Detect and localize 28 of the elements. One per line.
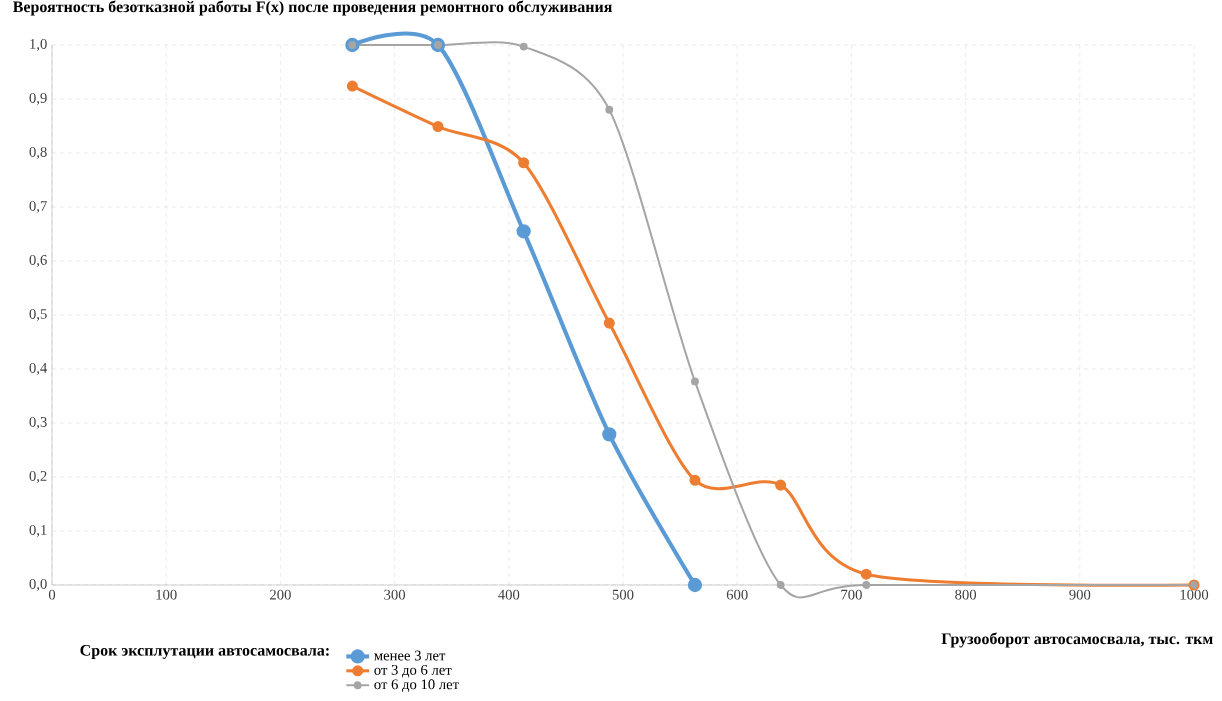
y-tick-label: 1,0	[30, 39, 47, 52]
x-tick-label: 500	[612, 589, 634, 600]
y-tick-label: 0,4	[29, 363, 48, 376]
legend-label: от 3 до 6 лет	[374, 664, 452, 678]
y-tick-label: 0,9	[29, 93, 47, 106]
x-tick-label: 600	[726, 589, 748, 600]
legend-label: от 6 до 10 лет	[374, 679, 459, 692]
x-tick-label: 300	[384, 589, 406, 600]
x-tick-label: 400	[498, 589, 520, 600]
x-tick-label: 900	[1069, 589, 1091, 600]
x-tick-label: 200	[270, 589, 291, 600]
x-tick-label: 100	[156, 589, 177, 600]
y-tick-label: 0,1	[29, 525, 47, 538]
y-tick-label: 0,7	[29, 201, 47, 214]
x-tick-label: 700	[841, 589, 862, 600]
x-tick-label: 0	[48, 589, 56, 600]
x-tick-label: 800	[955, 589, 977, 600]
y-tick-label: 0,8	[29, 147, 47, 160]
legend-label: менее 3 лет	[374, 650, 446, 661]
legend-title: Срок эксплутации автосамосвала:	[80, 644, 329, 660]
y-tick-label: 0,3	[29, 417, 47, 430]
y-tick-label: 0,0	[29, 579, 47, 592]
x-tick-label: 1000	[1180, 589, 1209, 600]
y-tick-label: 0,6	[29, 255, 47, 268]
x-axis-title: Грузооборот автосамосвала, тыс. ткм	[941, 632, 1213, 648]
y-tick-label: 0,2	[29, 471, 47, 484]
y-tick-label: 0,5	[29, 309, 47, 322]
chart-title: Вероятность безотказной работы F(x) после проведения ремонтного обслуживания	[12, 0, 612, 16]
